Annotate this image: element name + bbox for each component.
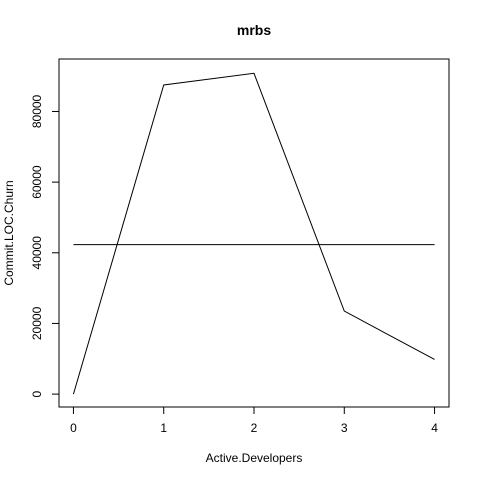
x-tick-label: 1 <box>160 421 167 435</box>
series-line <box>72 72 435 395</box>
y-axis: 0 20000 40000 60000 80000 <box>30 94 60 397</box>
x-tick-label: 4 <box>431 421 438 435</box>
x-axis-label: Active.Developers <box>206 451 303 465</box>
chart-title: mrbs <box>237 22 271 38</box>
x-axis: 0 1 2 3 4 <box>70 406 438 435</box>
y-tick-label: 60000 <box>30 165 44 199</box>
plot-frame <box>58 58 450 408</box>
x-tick-label: 3 <box>341 421 348 435</box>
y-tick-label: 80000 <box>30 94 44 128</box>
y-tick-label: 20000 <box>30 306 44 340</box>
x-tick-label: 0 <box>70 421 77 435</box>
y-tick-label: 40000 <box>30 236 44 270</box>
plot-area <box>72 72 435 395</box>
y-axis-label: Commit.LOC.Churn <box>2 180 16 285</box>
x-tick-label: 2 <box>251 421 258 435</box>
y-tick-label: 0 <box>30 390 44 397</box>
